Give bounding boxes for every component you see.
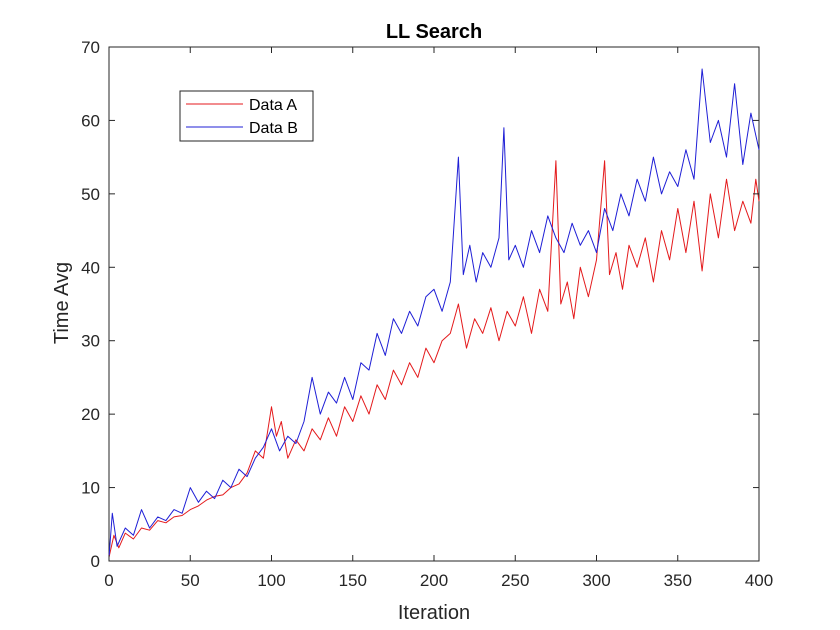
x-tick-label: 400 (745, 571, 773, 590)
y-tick-label: 60 (81, 111, 100, 130)
x-axis-label: Iteration (398, 602, 470, 624)
y-tick-label: 0 (91, 552, 100, 571)
x-tick-label: 350 (664, 571, 692, 590)
x-tick-label: 300 (582, 571, 610, 590)
ticks-group: 0 50 100 150 200 250 300 350 400 0 10 20 30 40 50 60 70 (81, 38, 773, 590)
series-group (108, 68, 760, 558)
y-tick-label: 40 (81, 258, 100, 277)
x-tick-label: 50 (181, 571, 200, 590)
x-tick-label: 200 (420, 571, 448, 590)
y-axis-label: Time Avg (51, 262, 73, 344)
x-tick-label: 100 (257, 571, 285, 590)
x-tick-label: 250 (501, 571, 529, 590)
x-tick-label: 150 (339, 571, 367, 590)
legend: Data A Data B (179, 90, 314, 142)
legend-box (179, 90, 314, 142)
y-tick-label: 30 (81, 332, 100, 351)
x-tick-label: 0 (104, 571, 113, 590)
chart-title: LL Search (386, 21, 482, 43)
legend-label: Data B (249, 120, 298, 137)
y-tick-label: 50 (81, 185, 100, 204)
y-tick-label: 10 (81, 479, 100, 498)
legend-label: Data A (249, 97, 297, 114)
y-tick-label: 20 (81, 405, 100, 424)
y-tick-label: 70 (81, 38, 100, 57)
series-line-data-b (108, 68, 760, 558)
